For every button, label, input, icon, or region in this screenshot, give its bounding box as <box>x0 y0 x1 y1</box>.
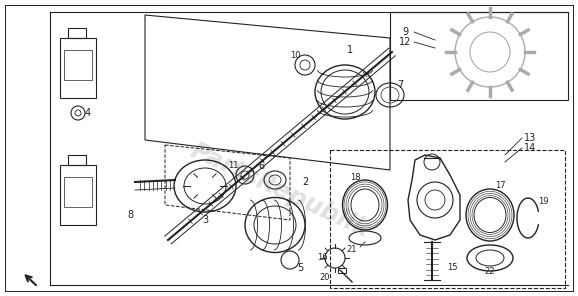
Text: 10: 10 <box>290 51 300 59</box>
Bar <box>68 28 86 38</box>
Text: 3: 3 <box>202 215 208 225</box>
Text: 1: 1 <box>347 45 353 55</box>
Text: 9: 9 <box>402 27 408 37</box>
Text: 8: 8 <box>127 210 133 220</box>
Text: 12: 12 <box>399 37 411 47</box>
Text: 11: 11 <box>228 160 238 170</box>
Text: 13: 13 <box>524 133 536 143</box>
Bar <box>338 268 346 273</box>
Text: 20: 20 <box>320 274 330 282</box>
Text: 16: 16 <box>317 253 327 263</box>
Bar <box>60 38 96 98</box>
Bar <box>68 155 86 165</box>
Bar <box>64 50 92 80</box>
Text: 21: 21 <box>347 245 357 255</box>
Text: 19: 19 <box>538 197 549 207</box>
Text: 6: 6 <box>258 161 264 171</box>
Bar <box>60 165 96 225</box>
Text: 7: 7 <box>397 80 403 90</box>
Text: 4: 4 <box>85 108 91 118</box>
Text: 2: 2 <box>302 177 308 187</box>
Text: 18: 18 <box>350 173 360 183</box>
Bar <box>64 177 92 207</box>
Text: PartsRepublik: PartsRepublik <box>187 138 373 242</box>
Text: 22: 22 <box>485 268 495 276</box>
Text: 17: 17 <box>495 181 505 189</box>
Text: 14: 14 <box>524 143 536 153</box>
Text: 15: 15 <box>447 263 457 273</box>
Text: 5: 5 <box>297 263 303 273</box>
